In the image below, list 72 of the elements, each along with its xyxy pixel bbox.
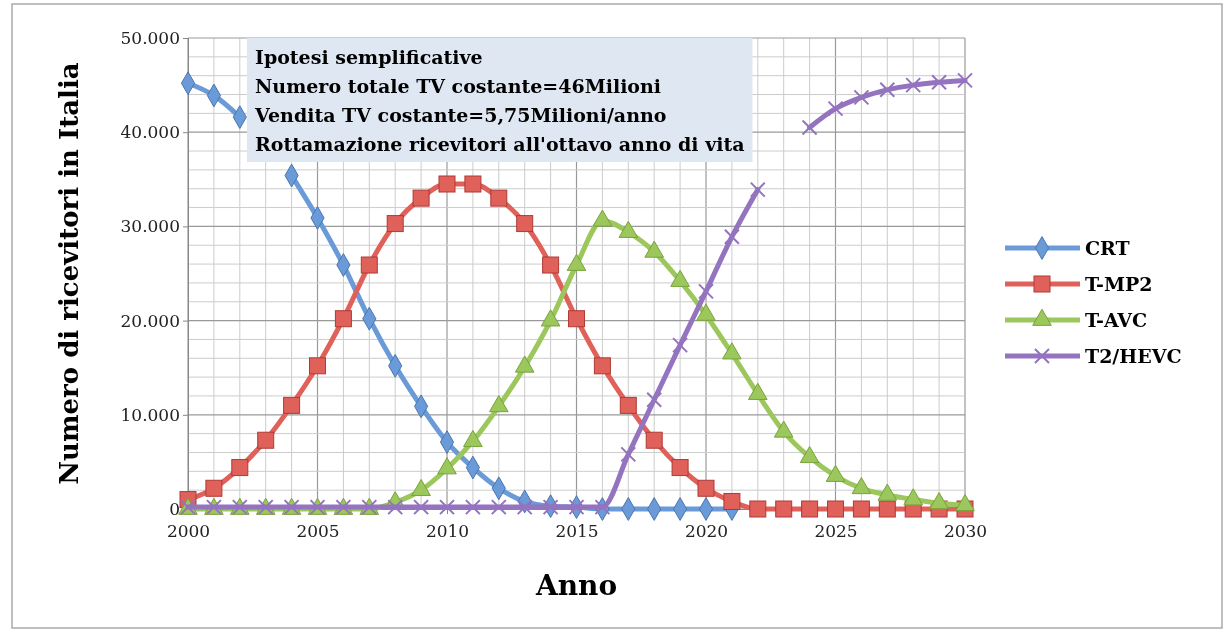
- point: [464, 175, 482, 193]
- x-tick-label: 2020: [684, 521, 729, 542]
- point: [749, 181, 766, 198]
- y-axis-title: Numero di ricevitori in Italia: [54, 62, 84, 485]
- point: [387, 499, 404, 516]
- point: [905, 77, 922, 94]
- point: [412, 189, 430, 207]
- point: [931, 74, 948, 91]
- point: [801, 500, 819, 518]
- point: [697, 479, 715, 497]
- point: [309, 357, 326, 375]
- point: [827, 500, 844, 518]
- point: [853, 89, 870, 106]
- point: [490, 499, 507, 516]
- point: [542, 499, 559, 516]
- point: [827, 100, 844, 117]
- y-tick-label: 0: [169, 498, 180, 519]
- x-axis-title: Anno: [534, 569, 618, 602]
- y-tick-label: 40.000: [120, 122, 180, 143]
- point: [619, 396, 637, 414]
- y-tick-label: 50.000: [120, 27, 180, 48]
- x-tick-label: 2000: [166, 521, 211, 542]
- point: [205, 479, 223, 497]
- point: [645, 431, 663, 449]
- point: [413, 499, 430, 516]
- legend-label: T-MP2: [1085, 273, 1153, 295]
- point: [568, 310, 585, 328]
- point: [879, 81, 896, 98]
- point: [360, 256, 378, 274]
- point: [957, 72, 973, 89]
- point: [852, 500, 870, 518]
- point: [516, 499, 533, 516]
- point: [490, 189, 508, 207]
- point: [593, 357, 611, 375]
- point: [464, 499, 481, 516]
- point: [672, 337, 689, 354]
- y-tick-label: 20.000: [120, 310, 180, 331]
- x-tick-label: 2010: [425, 521, 470, 542]
- annotation: Numero totale TV costante=46Milioni: [255, 75, 662, 97]
- legend-label: T-AVC: [1085, 309, 1148, 331]
- point: [542, 256, 560, 274]
- point: [698, 283, 714, 300]
- legend-label: CRT: [1085, 237, 1130, 259]
- x-tick-label: 2005: [296, 521, 340, 542]
- point: [723, 492, 741, 510]
- legend-label: T2/HEVC: [1085, 345, 1182, 367]
- point: [257, 431, 275, 449]
- x-tick-label: 2015: [555, 521, 599, 542]
- point: [878, 500, 896, 518]
- point: [594, 499, 611, 516]
- point: [386, 215, 404, 233]
- y-tick-label: 30.000: [120, 216, 180, 237]
- annotation: Rottamazione ricevitori all'ottavo anno di vita: [255, 133, 745, 155]
- point: [775, 500, 793, 518]
- point: [568, 499, 585, 516]
- point: [439, 499, 455, 516]
- point: [620, 446, 637, 463]
- x-tick-label: 2025: [814, 521, 858, 542]
- annotation: Vendita TV costante=5,75Milioni/anno: [254, 104, 667, 126]
- point: [723, 228, 740, 245]
- point: [671, 459, 689, 477]
- point: [516, 215, 534, 233]
- point: [334, 310, 352, 328]
- point: [231, 459, 249, 477]
- point: [749, 500, 767, 518]
- point: [646, 391, 663, 408]
- point: [438, 175, 456, 193]
- x-tick-label: 2030: [943, 521, 988, 542]
- y-tick-label: 10.000: [120, 404, 180, 425]
- point: [801, 119, 818, 136]
- annotation: Ipotesi semplificative: [255, 46, 483, 68]
- point: [283, 396, 301, 414]
